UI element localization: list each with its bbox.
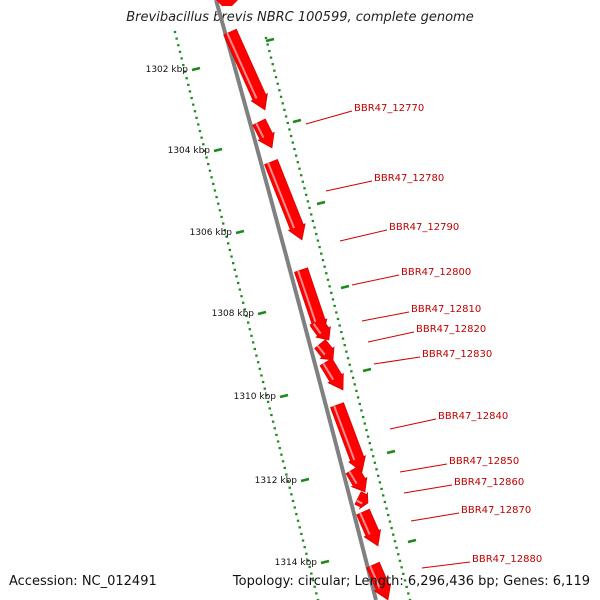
- leader-line: [367, 331, 415, 343]
- kbp-label: 1308 kbp: [212, 309, 255, 319]
- outer-major-tick: [386, 449, 396, 455]
- outer-major-tick: [265, 37, 275, 43]
- gene-label[interactable]: BBR47_12800: [401, 267, 471, 278]
- gene-arrow-highlight: [255, 122, 265, 139]
- kbp-tick: [257, 310, 267, 316]
- outer-major-tick: [292, 118, 302, 124]
- kbp-tick: [235, 229, 245, 235]
- gene-arrow[interactable]: [354, 491, 369, 510]
- kbp-label: 1312 kbp: [255, 476, 298, 486]
- leader-line: [403, 484, 453, 494]
- gene-arrow-highlight: [322, 363, 335, 381]
- leader-line: [399, 463, 448, 473]
- kbp-tick: [320, 559, 330, 565]
- gene-label[interactable]: BBR47_12840: [438, 411, 508, 422]
- leader-line: [410, 512, 460, 522]
- kbp-labels: 1302 kbp 1304 kbp 1306 kbp 1308 kbp 1310 kbp…: [146, 65, 330, 568]
- gene-label[interactable]: BBR47_12830: [422, 349, 492, 360]
- gene-labels: BBR47_12770 BBR47_12780 BBR47_12790 BBR47_1…: [354, 103, 542, 565]
- gene-arrow-highlight: [267, 162, 295, 229]
- gene-label[interactable]: BBR47_12880: [472, 554, 542, 565]
- outer-major-tick: [316, 200, 326, 206]
- gene-arrow[interactable]: [314, 339, 335, 361]
- gene-arrow-highlight: [316, 345, 326, 356]
- gene-label[interactable]: BBR47_12860: [454, 477, 524, 488]
- gene-arrow-highlight: [312, 323, 322, 335]
- kbp-tick: [300, 477, 310, 483]
- leader-line: [373, 356, 421, 365]
- kbp-label: 1302 kbp: [146, 65, 189, 75]
- outer-major-tick: [362, 367, 372, 373]
- map-title: Brevibacillus brevis NBRC 100599, comple…: [126, 10, 474, 25]
- leader-line: [305, 110, 353, 125]
- gene-label[interactable]: BBR47_12870: [461, 505, 531, 516]
- leader-line: [351, 274, 400, 286]
- gene-track: [216, 0, 392, 600]
- gene-label[interactable]: BBR47_12810: [411, 304, 481, 315]
- gene-arrow-highlight: [297, 270, 317, 324]
- outer-major-tick: [340, 284, 350, 290]
- genome-summary-text: Topology: circular; Length: 6,296,436 bp…: [232, 574, 590, 589]
- accession-text: Accession: NC_012491: [9, 574, 157, 589]
- gene-arrow-highlight: [226, 32, 258, 99]
- leader-line: [325, 180, 373, 192]
- gene-label[interactable]: BBR47_12850: [449, 456, 519, 467]
- kbp-tick: [191, 66, 201, 72]
- leader-line: [421, 561, 471, 569]
- gene-arrow-highlight: [348, 471, 358, 485]
- backbone-line: [214, 0, 378, 600]
- gene-arrow-highlight: [356, 499, 363, 505]
- gene-arrow-highlight: [333, 405, 356, 461]
- gene-label[interactable]: BBR47_12790: [389, 222, 459, 233]
- gene-label[interactable]: BBR47_12780: [374, 173, 444, 184]
- outer-major-tick: [407, 538, 417, 544]
- kbp-tick: [213, 147, 223, 153]
- inner-tick-track: [173, 30, 320, 600]
- kbp-label: 1310 kbp: [234, 392, 277, 402]
- leader-line: [389, 418, 437, 430]
- gene-arrow-partial[interactable]: [216, 0, 238, 6]
- gene-label[interactable]: BBR47_12770: [354, 103, 424, 114]
- kbp-label: 1314 kbp: [275, 558, 318, 568]
- kbp-tick: [279, 393, 289, 399]
- gene-arrow-highlight: [359, 512, 371, 535]
- kbp-label: 1304 kbp: [168, 146, 211, 156]
- gene-arrow[interactable]: [319, 357, 344, 391]
- leader-line: [361, 311, 410, 322]
- leader-line: [339, 229, 388, 242]
- label-leader-lines: [305, 110, 471, 569]
- genome-backbone: [214, 0, 378, 600]
- gene-arrow-highlight: [369, 565, 381, 589]
- kbp-label: 1306 kbp: [190, 228, 233, 238]
- gene-arrow[interactable]: [309, 317, 331, 341]
- outer-tick-track: [264, 36, 417, 600]
- gene-label[interactable]: BBR47_12820: [416, 324, 486, 335]
